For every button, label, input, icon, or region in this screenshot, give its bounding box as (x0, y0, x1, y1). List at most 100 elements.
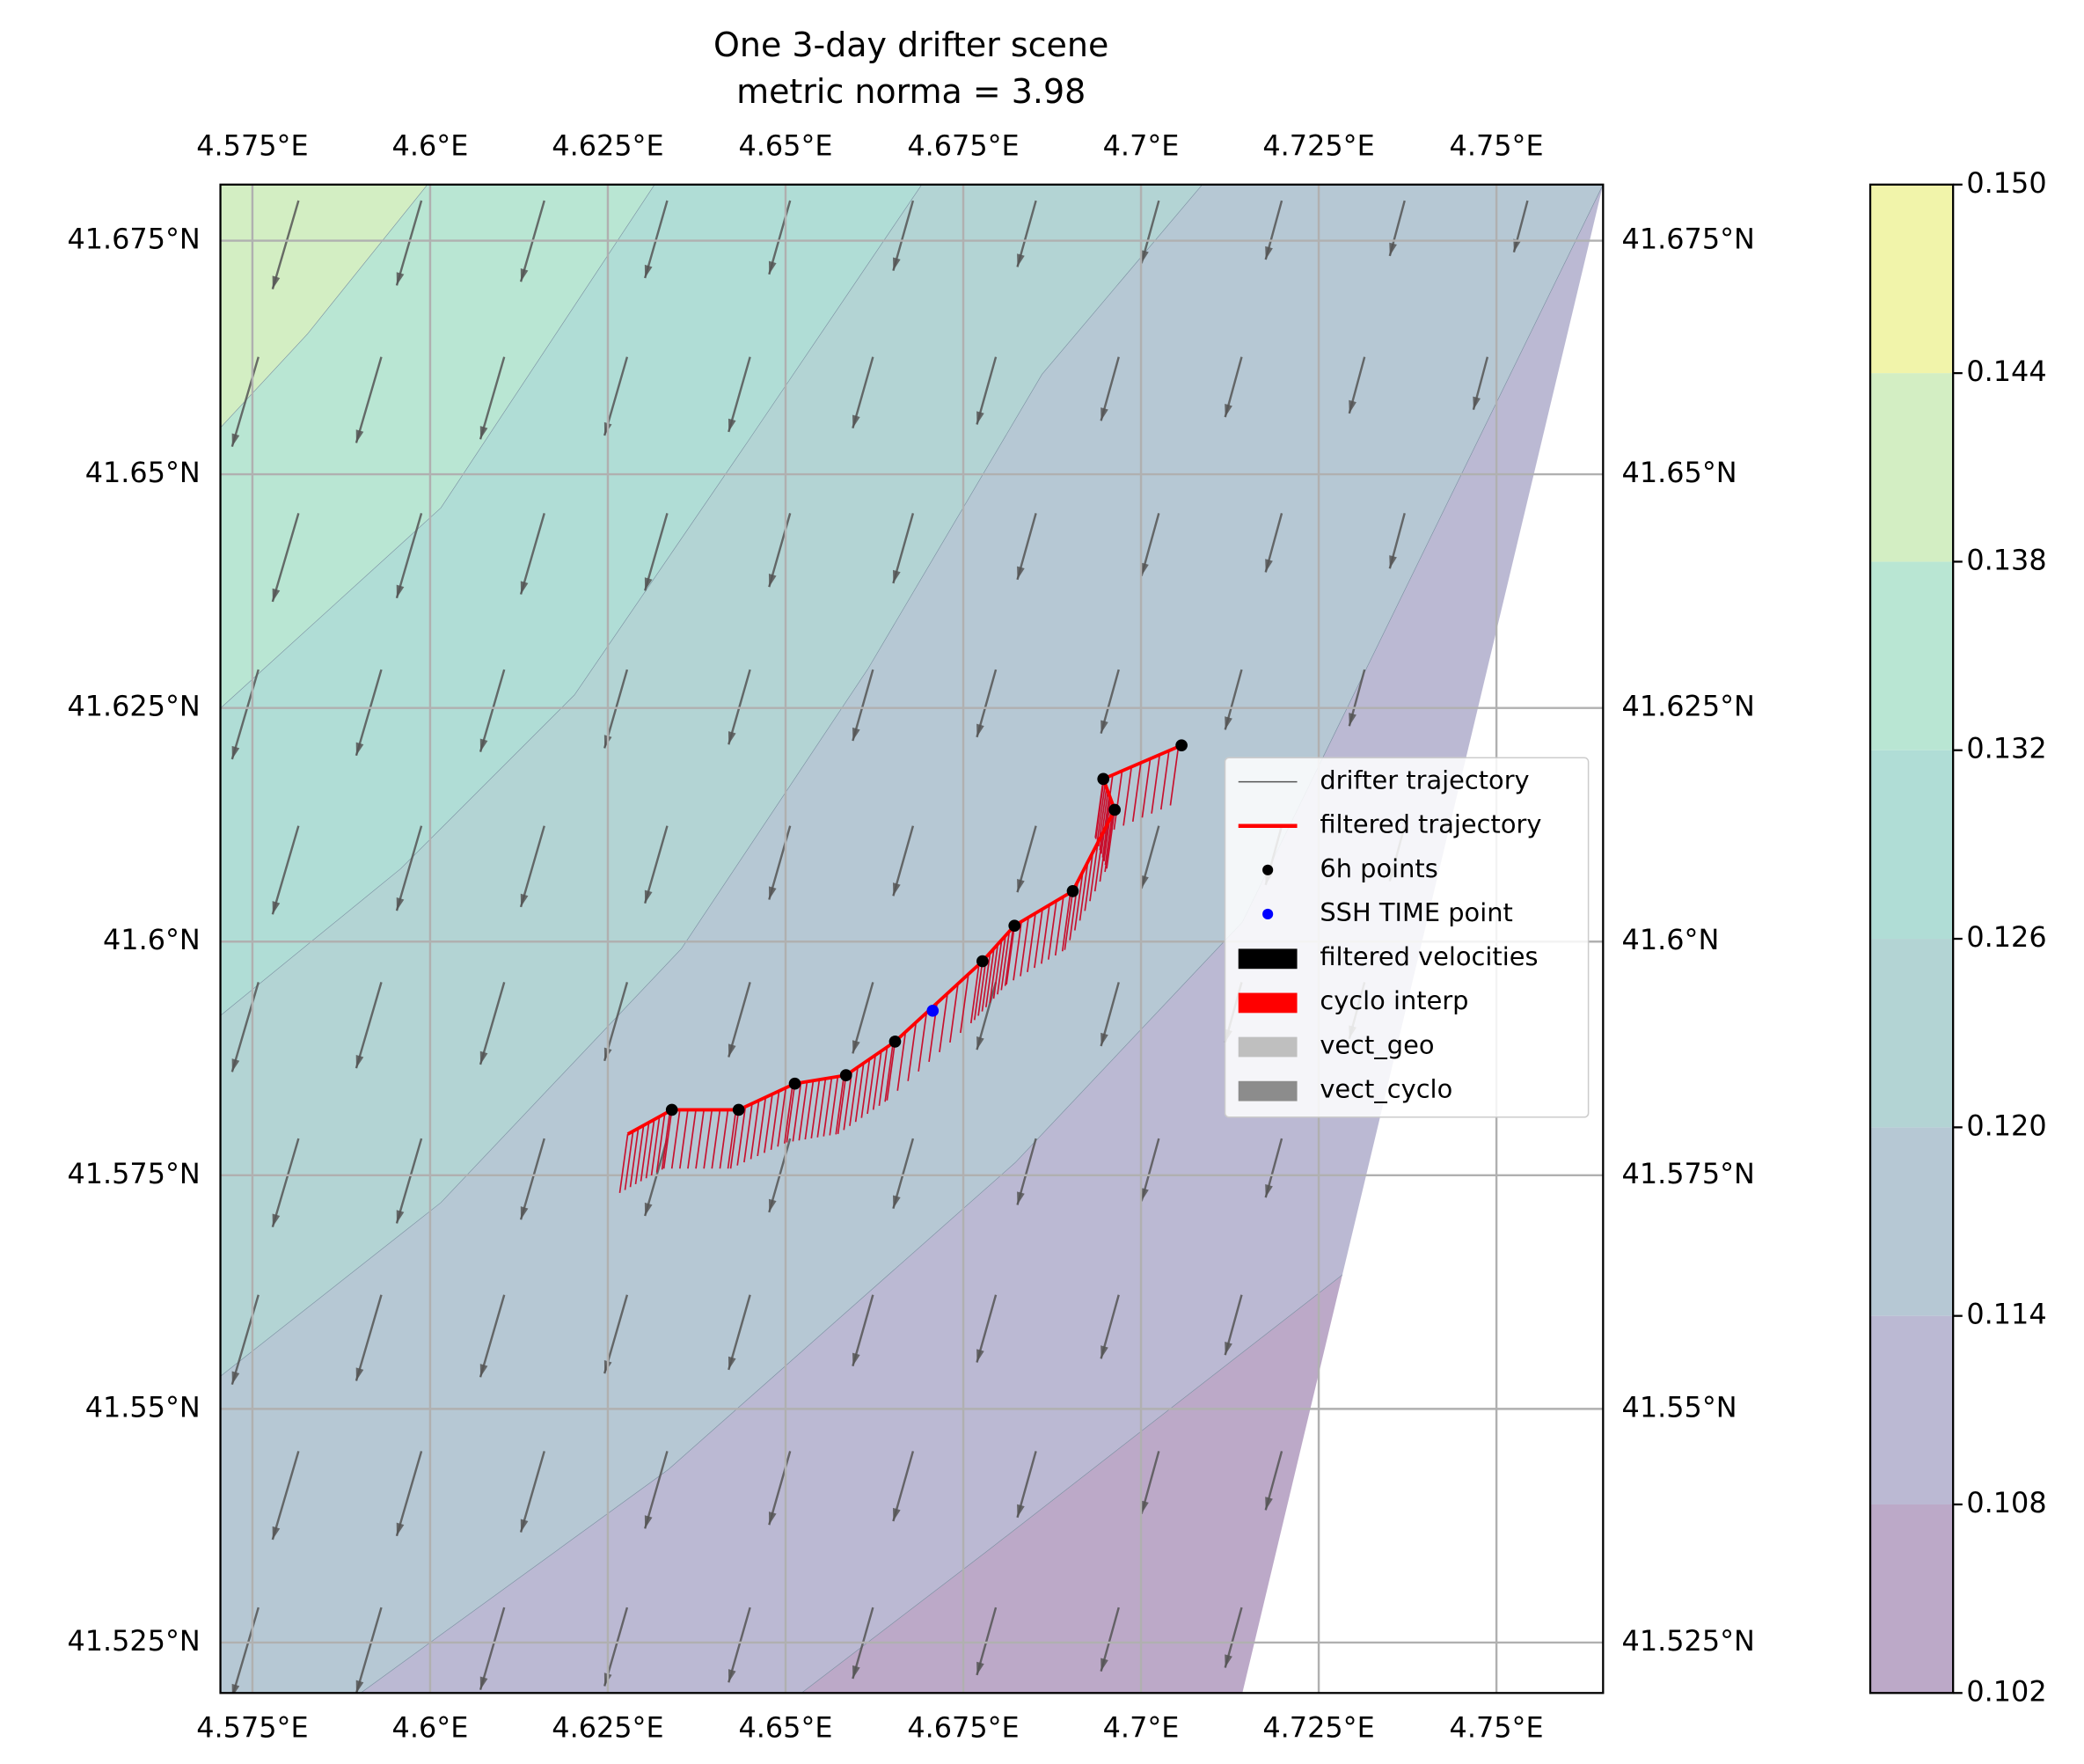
velocity-arrow (355, 982, 383, 1069)
colorbar-band (1870, 373, 1954, 562)
cyclo-arrow (1041, 904, 1050, 964)
velocity-arrow (644, 1138, 669, 1217)
velocity-arrow-head (728, 1043, 736, 1058)
velocity-arrow-head (1513, 238, 1521, 253)
cyclo-arrow (634, 1124, 645, 1185)
velocity-arrow-head (1349, 399, 1356, 414)
cyclo-arrow (823, 1077, 833, 1137)
point (1175, 739, 1188, 751)
x-tick-label: 4.625°E (552, 1710, 663, 1744)
velocity-arrow-head (396, 1522, 405, 1536)
velocity-arrow-head (1100, 1032, 1108, 1047)
y-tick-label: 41.55°N (1622, 1390, 1737, 1424)
cyclo-arrow (829, 1076, 839, 1136)
cyclo-arrow (624, 1131, 634, 1190)
legend-patch (1238, 948, 1298, 970)
velocity-arrow-head (479, 1676, 488, 1690)
velocity-arrow-head (520, 581, 529, 595)
velocity-arrow-head (396, 897, 405, 911)
velocity-arrow-head (355, 1367, 364, 1381)
velocity-arrow-head (479, 1364, 488, 1378)
velocity-arrow-head (728, 731, 736, 745)
y-tick-label: 41.6°N (1622, 923, 1720, 956)
velocity-arrow (728, 1607, 751, 1683)
velocity-arrow (728, 982, 751, 1058)
velocity-arrow-head (644, 577, 653, 591)
velocity-arrow (271, 1138, 300, 1228)
velocity-arrow (355, 1294, 383, 1381)
velocity-arrow-head (976, 1349, 984, 1363)
velocity-arrow-head (768, 574, 777, 588)
velocity-arrow (395, 825, 423, 911)
legend-label: vect_cyclo (1320, 1073, 1452, 1103)
cyclo-arrow (770, 1090, 780, 1150)
velocity-arrow (644, 1451, 669, 1529)
cyclo-arrow (662, 1109, 673, 1169)
velocity-arrow-head (893, 569, 901, 584)
cyclo-arrow (727, 1109, 737, 1169)
velocity-arrow-head (1100, 407, 1108, 421)
cyclo-arrow (1079, 861, 1089, 921)
point (926, 1005, 940, 1017)
legend-patch (1238, 1080, 1298, 1102)
cyclo-arrow (878, 1046, 888, 1106)
velocity-arrow (519, 513, 545, 595)
velocity-arrow-head (396, 584, 405, 598)
colorbar-band (1870, 750, 1954, 940)
cyclo-arrow (695, 1109, 705, 1169)
velocity-arrow-head (1473, 396, 1481, 410)
velocity-arrow-head (231, 745, 240, 760)
cyclo-arrow (687, 1109, 697, 1169)
y-tick-label: 41.675°N (1622, 223, 1755, 256)
cyclo-arrow (1013, 921, 1022, 981)
legend-marker (1262, 864, 1274, 875)
y-tick-label: 41.625°N (1622, 690, 1755, 723)
velocity-arrow (728, 1294, 751, 1371)
cyclo-arrow (729, 1109, 740, 1169)
cyclo-arrow (939, 992, 948, 1053)
colorbar-tick-label: 0.108 (1966, 1486, 2046, 1519)
velocity-arrow-head (396, 1210, 405, 1224)
velocity-arrow-head (1265, 245, 1273, 260)
x-tick-label: 4.625°E (552, 128, 663, 162)
y-tick-label: 41.575°N (1622, 1157, 1755, 1190)
cyclo-arrow (896, 1031, 907, 1091)
cyclo-arrow (757, 1097, 767, 1157)
velocity-arrow-head (1017, 1504, 1025, 1518)
cyclo-arrow (678, 1109, 689, 1169)
velocity-arrow (230, 1294, 260, 1386)
velocity-arrow-head (1141, 1500, 1149, 1514)
cyclo-arrow (645, 1119, 655, 1179)
y-tick-label: 41.525°N (67, 1624, 200, 1658)
legend-label: 6h points (1320, 853, 1437, 883)
velocity-arrow-head (1100, 1658, 1108, 1672)
velocity-arrow (395, 1138, 423, 1224)
cyclo-arrow (1141, 758, 1152, 818)
velocity-arrow-head (768, 1198, 777, 1212)
point (1108, 803, 1121, 816)
velocity-arrow-head (768, 260, 777, 274)
cyclo-arrow (1054, 897, 1064, 956)
velocity-arrow-head (1265, 1497, 1273, 1511)
y-tick-label: 41.525°N (1622, 1624, 1755, 1658)
cyclo-arrow (884, 1043, 895, 1102)
cyclo-arrow (981, 952, 991, 1012)
cyclo-arrow (650, 1116, 661, 1176)
velocity-arrow-head (976, 723, 984, 737)
velocity-arrow-head (976, 411, 984, 425)
cyclo-arrow (1034, 909, 1043, 969)
velocity-arrow-head (1389, 242, 1397, 256)
cyclo-arrow (777, 1087, 787, 1147)
cyclo-arrow (918, 1012, 928, 1072)
chart-title: One 3-day drifter scene (713, 26, 1108, 64)
plot-frame (219, 183, 1605, 1694)
cyclo-arrow (810, 1079, 821, 1139)
cyclo-arrow (1061, 892, 1071, 952)
velocity-arrow-head (1141, 1188, 1149, 1202)
velocity-arrow (519, 825, 545, 908)
velocity-arrow-head (231, 1683, 240, 1694)
velocity-arrow-head (852, 1352, 860, 1366)
velocity-arrow-head (768, 1511, 777, 1526)
velocity-arrow-head (479, 1050, 488, 1065)
